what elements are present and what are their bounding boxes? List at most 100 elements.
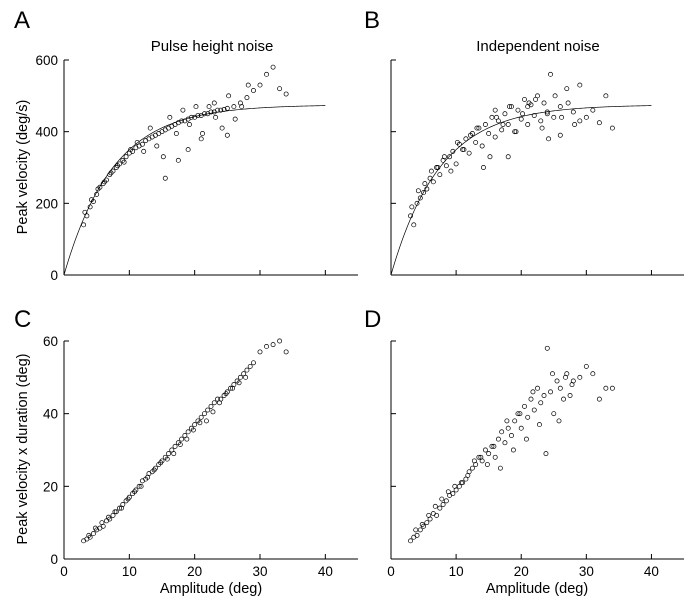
panel-d-data-point [499, 429, 505, 435]
panel-a-data-point [179, 118, 185, 124]
panel-c-data-point [185, 429, 191, 435]
panel-a-data-point [206, 104, 212, 110]
panel-b-data-point [422, 181, 428, 187]
panel-d-data-point [497, 465, 503, 471]
panel-c-data-point [211, 400, 217, 406]
panel-b-data-point [505, 154, 511, 160]
panel-c-data-point [110, 512, 116, 518]
panel-letter-d: D [364, 306, 381, 333]
panel-d-data-point [569, 382, 575, 388]
panel-a-y-tick-label: 400 [35, 125, 58, 140]
panel-b-data-point [513, 129, 519, 135]
panel-a-data-point [257, 82, 263, 88]
x-axis-label-right: Amplitude (deg) [486, 581, 588, 597]
panel-b-data-point [474, 125, 480, 131]
panel-b-data-point [447, 154, 453, 160]
panel-a-data-point [102, 179, 107, 185]
y-axis-label-bottom: Peak velocity x duration (deg) [15, 353, 31, 544]
panel-b-data-point [486, 131, 492, 136]
panel-d-data-point [525, 414, 531, 420]
panel-c-data-point [132, 489, 138, 495]
panel-d-data-point [509, 433, 514, 438]
panel-a-data-point [121, 159, 127, 165]
panel-c-data-point [136, 483, 142, 489]
panel-a-data-point [82, 209, 88, 215]
panel-d-data-point [609, 385, 615, 391]
panel-b-data-point [609, 125, 615, 131]
panel-b-data-point [535, 93, 540, 99]
panel-c-data-point [90, 531, 96, 537]
panel-b-data-point [421, 190, 427, 196]
panel-b-data-point [544, 109, 550, 115]
panel-d-data-point [528, 396, 534, 402]
panel-b-data-point [450, 148, 456, 154]
panel-c-data-point [243, 374, 249, 380]
panel-a-data-point [239, 104, 245, 110]
panel-c-y-tick-label: 60 [43, 334, 58, 349]
panel-d-data-point [561, 396, 566, 402]
panel-c-x-tick-label: 20 [187, 564, 202, 579]
panel-d-data-point [417, 527, 423, 533]
panel-b-data-point [476, 125, 482, 131]
panel-d-data-point [504, 418, 510, 424]
panel-a-data-point [134, 139, 140, 145]
panel-d-data-point [434, 512, 440, 518]
panel-d-data-point [548, 389, 553, 395]
panel-b-data-point [531, 113, 537, 118]
panel-d-data-point [583, 363, 589, 369]
panel-c-data-point [92, 525, 98, 531]
panel-d-x-tick-label: 20 [514, 564, 529, 579]
panel-c-data-point [138, 483, 144, 489]
panel-a-data-point [115, 163, 121, 169]
panel-b-title: Independent noise [476, 38, 599, 55]
panel-b-data-point [473, 139, 479, 145]
panel-a-data-point [264, 71, 269, 77]
panel-d-data-point [557, 385, 563, 391]
panel-d-data-point [515, 411, 521, 417]
panel-c-data-point [145, 474, 151, 480]
panel-b-data-point [577, 118, 583, 124]
panel-d-data-point [596, 396, 602, 402]
panel-d-data-point [491, 443, 497, 449]
panel-b-data-point [564, 86, 570, 92]
panel-b-data-point [417, 195, 423, 201]
panel-c-data-point [105, 514, 111, 520]
panel-c-data-point [228, 385, 234, 391]
x-axis-label-left: Amplitude (deg) [160, 581, 262, 597]
panel-b-data-point [538, 118, 544, 124]
panel-b-data-point [428, 168, 434, 174]
panel-d-data-point [530, 389, 536, 395]
panel-c-data-point [99, 520, 105, 526]
panel-c-y-tick-label: 40 [43, 407, 58, 422]
panel-c-data-point [119, 505, 124, 511]
panel-d-data-point [495, 436, 501, 442]
panel-b-data-point [437, 172, 443, 178]
panel-a-data-point [213, 114, 219, 120]
panel-a-data-point [211, 100, 217, 106]
panel-d-data-point [413, 527, 419, 533]
panel-b-data-point [460, 147, 466, 153]
panel-d-data-point [424, 520, 430, 526]
panel-a-data-point [123, 154, 129, 160]
panel-d-data-point [518, 425, 524, 431]
panel-d-data-point [551, 411, 557, 417]
panel-a-data-point [219, 125, 225, 131]
panel-a-data-point [188, 114, 194, 120]
panel-b-data-point [430, 179, 436, 185]
panel-a-data-point [154, 143, 160, 149]
panel-a-data-point [88, 197, 94, 203]
panel-c-data-point [217, 400, 222, 406]
panel-b-data-point [479, 143, 485, 149]
panel-d-plot: 0 10 20 30 40 [387, 340, 684, 579]
panel-a-data-point [244, 95, 250, 101]
panel-c-data-point [184, 436, 190, 442]
panel-d-data-point [432, 503, 438, 509]
panel-b-data-point [492, 107, 498, 113]
panel-d-data-point [554, 378, 560, 384]
panel-d-data-point [492, 454, 498, 460]
panel-a-data-point [173, 131, 179, 136]
panel-d-x-tick-label: 30 [579, 564, 594, 579]
panel-a-data-point [200, 131, 205, 136]
panel-d-data-point [567, 393, 573, 398]
